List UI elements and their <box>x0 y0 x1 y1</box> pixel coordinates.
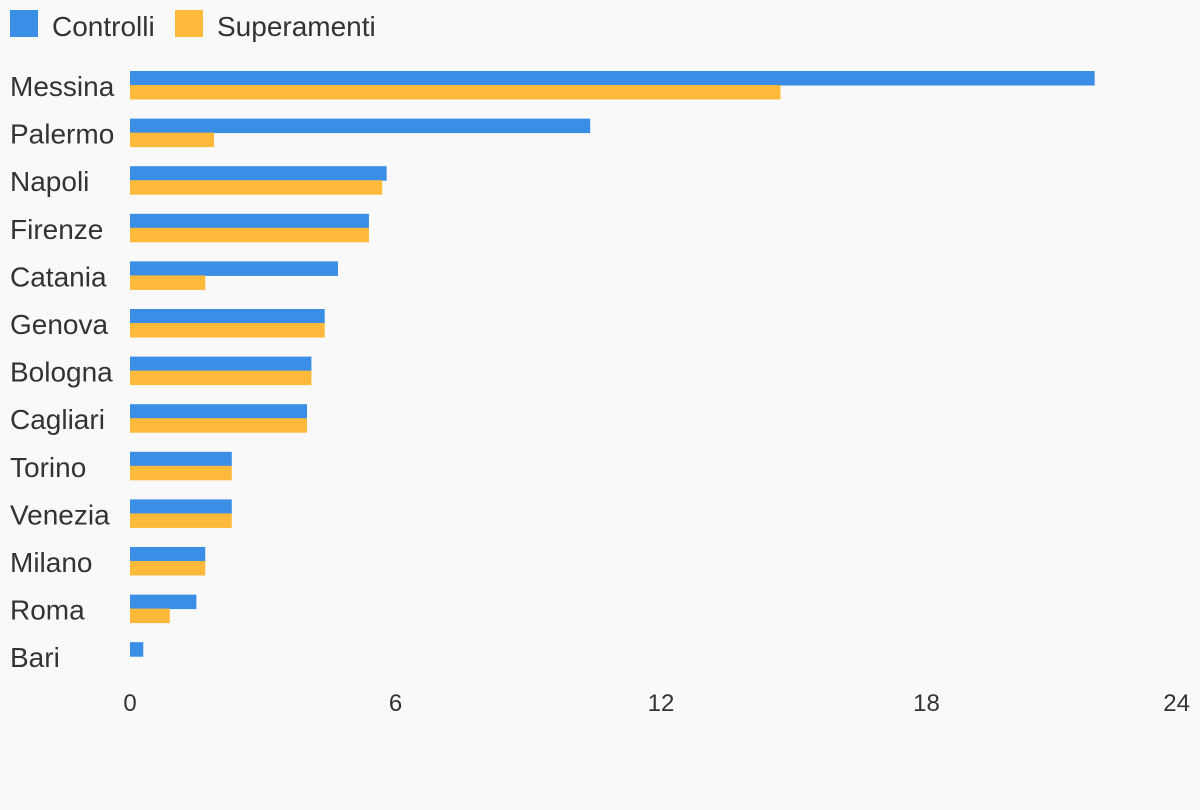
category-labels: Messina Palermo Napoli Firenze Catania Genova… <box>10 71 115 673</box>
category-label-roma: Roma <box>10 595 85 626</box>
bar-controlli-venezia <box>130 499 232 514</box>
bar-superamenti-venezia <box>130 513 232 528</box>
bar-superamenti-roma <box>130 608 170 624</box>
category-label-napoli: Napoli <box>10 166 89 197</box>
bar-controlli-cagliari <box>130 404 307 419</box>
bar-superamenti-bologna <box>130 370 312 386</box>
bar-controlli-messina <box>130 71 1095 86</box>
legend-label-superamenti: Superamenti <box>217 11 376 42</box>
bar-controlli-bari <box>130 642 144 657</box>
bar-controlli-napoli <box>130 166 387 181</box>
legend-label-controlli: Controlli <box>52 11 155 42</box>
bar-superamenti-milano <box>130 561 206 576</box>
x-tick-label-0: 0 <box>123 690 136 717</box>
bar-superamenti-catania <box>130 275 206 290</box>
x-axis-ticks: 0 6 12 18 24 <box>123 690 1190 717</box>
legend-swatch-superamenti <box>175 10 203 37</box>
category-label-palermo: Palermo <box>10 119 114 150</box>
bar-controlli-firenze <box>130 213 369 229</box>
bar-controlli-roma <box>130 594 197 610</box>
bar-controlli-palermo <box>130 118 591 134</box>
bar-controlli-bologna <box>130 356 312 372</box>
legend: Controlli Superamenti <box>10 10 376 42</box>
category-label-torino: Torino <box>10 452 86 483</box>
bar-superamenti-messina <box>130 85 781 100</box>
x-tick-label-24: 24 <box>1163 690 1190 717</box>
bar-controlli-milano <box>130 547 206 562</box>
x-tick-label-18: 18 <box>913 690 940 717</box>
bar-superamenti-cagliari <box>130 418 307 433</box>
bars <box>130 71 1095 657</box>
bar-superamenti-genova <box>130 323 325 338</box>
category-label-milano: Milano <box>10 547 92 578</box>
bar-superamenti-palermo <box>130 132 215 148</box>
bar-controlli-catania <box>130 261 338 276</box>
legend-swatch-controlli <box>10 10 38 37</box>
category-label-genova: Genova <box>10 309 108 340</box>
bar-controlli-torino <box>130 451 232 467</box>
x-tick-label-6: 6 <box>389 690 402 717</box>
category-label-venezia: Venezia <box>10 499 110 530</box>
bar-controlli-genova <box>130 309 325 324</box>
category-label-cagliari: Cagliari <box>10 404 105 435</box>
x-tick-label-12: 12 <box>648 690 675 717</box>
category-label-firenze: Firenze <box>10 214 103 245</box>
category-label-catania: Catania <box>10 261 107 292</box>
bar-superamenti-napoli <box>130 180 383 195</box>
category-label-bologna: Bologna <box>10 357 113 388</box>
bar-superamenti-firenze <box>130 227 369 243</box>
category-label-bari: Bari <box>10 642 60 673</box>
bar-superamenti-torino <box>130 465 232 481</box>
category-label-messina: Messina <box>10 71 115 102</box>
